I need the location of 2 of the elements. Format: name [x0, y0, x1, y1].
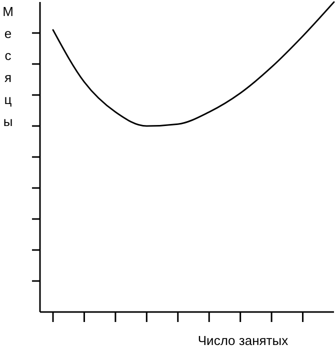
y-axis-title: Месяцы	[2, 4, 14, 129]
x-axis-title: Число занятых	[198, 333, 289, 348]
